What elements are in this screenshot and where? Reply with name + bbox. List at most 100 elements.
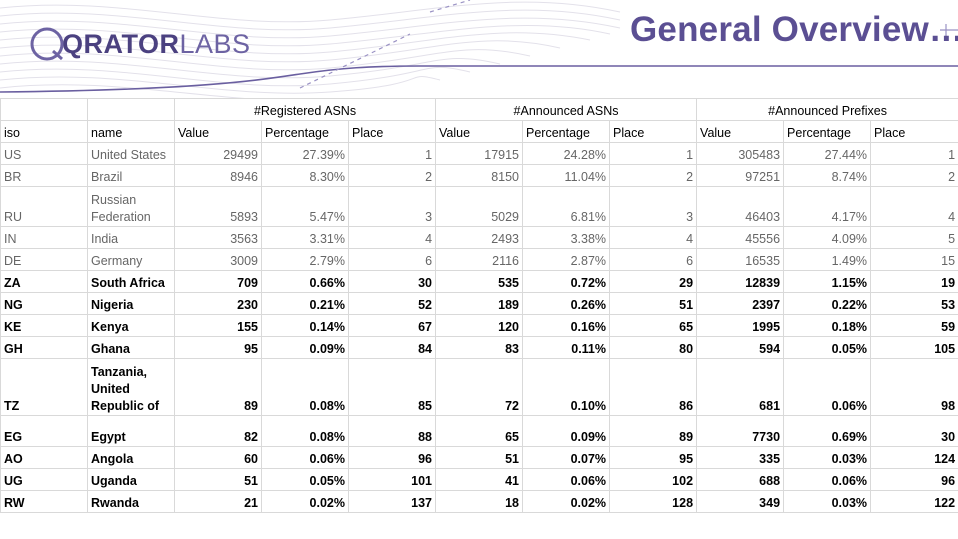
- value-cell: 122: [870, 490, 958, 513]
- value-cell: 120: [435, 314, 524, 337]
- table-row: ZA South Africa 709 0.66% 30 535 0.72% 29 12839 1…: [0, 270, 958, 293]
- value-cell: 96: [870, 468, 958, 491]
- value-cell: 80: [609, 336, 698, 359]
- value-cell: 18: [435, 490, 524, 513]
- value-cell: 12839: [696, 270, 785, 293]
- value-cell: 305483: [696, 142, 785, 165]
- value-cell: 0.66%: [261, 270, 349, 293]
- value-cell: 51: [435, 446, 524, 469]
- iso-cell: BR: [0, 164, 88, 187]
- value-cell: 0.14%: [261, 314, 349, 337]
- iso-cell: NG: [0, 292, 88, 315]
- table-row: EG Egypt 82 0.08% 88 65 0.09% 89 7730 0.69% 30: [0, 415, 958, 447]
- value-cell: 3: [347, 186, 437, 227]
- slide-header: QRATORLABS General Overview…: [0, 0, 958, 98]
- value-cell: 17915: [435, 142, 524, 165]
- column-header-value: Value: [174, 120, 262, 143]
- value-cell: 102: [609, 468, 698, 491]
- value-cell: 3563: [174, 226, 262, 249]
- group-header-registered-asns: #Registered ASNs: [173, 98, 437, 121]
- value-cell: 0.08%: [261, 415, 349, 447]
- value-cell: 189: [435, 292, 524, 315]
- value-cell: 6: [609, 248, 698, 271]
- column-header-iso: iso: [0, 120, 88, 143]
- country-name-cell: India: [87, 226, 175, 249]
- column-header-place: Place: [609, 120, 698, 143]
- country-name-cell: Nigeria: [87, 292, 175, 315]
- value-cell: 0.09%: [261, 336, 349, 359]
- value-cell: 89: [609, 415, 698, 447]
- iso-cell: TZ: [0, 358, 88, 416]
- country-name-cell: United States: [87, 142, 175, 165]
- value-cell: 7730: [696, 415, 785, 447]
- value-cell: 85: [347, 358, 437, 416]
- value-cell: 60: [174, 446, 262, 469]
- value-cell: 0.08%: [261, 358, 349, 416]
- value-cell: 0.18%: [783, 314, 872, 337]
- value-cell: 2: [609, 164, 698, 187]
- value-cell: 0.69%: [783, 415, 872, 447]
- value-cell: 0.02%: [522, 490, 611, 513]
- value-cell: 8.30%: [261, 164, 349, 187]
- value-cell: 97251: [696, 164, 785, 187]
- value-cell: 0.02%: [261, 490, 349, 513]
- country-name-cell: Tanzania, United Republic of: [87, 358, 175, 416]
- iso-cell: DE: [0, 248, 88, 271]
- value-cell: 45556: [696, 226, 785, 249]
- value-cell: 82: [174, 415, 262, 447]
- value-cell: 0.03%: [783, 490, 872, 513]
- header-wave-background: [0, 0, 958, 98]
- value-cell: 30: [870, 415, 958, 447]
- country-name-cell: Kenya: [87, 314, 175, 337]
- value-cell: 2397: [696, 292, 785, 315]
- group-header-announced-asns: #Announced ASNs: [435, 98, 698, 121]
- empty-header-cell: [0, 98, 88, 121]
- value-cell: 709: [174, 270, 262, 293]
- logo-light-text: LABS: [179, 28, 251, 59]
- value-cell: 5029: [435, 186, 524, 227]
- value-cell: 21: [174, 490, 262, 513]
- value-cell: 27.44%: [783, 142, 872, 165]
- value-cell: 3.38%: [522, 226, 611, 249]
- value-cell: 24.28%: [522, 142, 611, 165]
- value-cell: 3: [609, 186, 698, 227]
- column-header-value: Value: [435, 120, 524, 143]
- value-cell: 2493: [435, 226, 524, 249]
- iso-cell: ZA: [0, 270, 88, 293]
- value-cell: 128: [609, 490, 698, 513]
- country-name-cell: Ghana: [87, 336, 175, 359]
- column-header-percentage: Percentage: [261, 120, 349, 143]
- iso-cell: EG: [0, 415, 88, 447]
- column-header-place: Place: [870, 120, 958, 143]
- country-name-cell: South Africa: [87, 270, 175, 293]
- value-cell: 230: [174, 292, 262, 315]
- country-name-cell: Angola: [87, 446, 175, 469]
- value-cell: 19: [870, 270, 958, 293]
- column-header-row: iso name Value Percentage Place Value Percenta…: [0, 120, 958, 143]
- value-cell: 0.72%: [522, 270, 611, 293]
- asn-overview-table: #Registered ASNs #Announced ASNs #Announ…: [0, 98, 958, 513]
- value-cell: 3009: [174, 248, 262, 271]
- value-cell: 30: [347, 270, 437, 293]
- column-header-percentage: Percentage: [522, 120, 611, 143]
- table-row: GH Ghana 95 0.09% 84 83 0.11% 80 594 0.05% 105: [0, 336, 958, 359]
- value-cell: 0.06%: [261, 446, 349, 469]
- value-cell: 0.07%: [522, 446, 611, 469]
- country-name-cell: Uganda: [87, 468, 175, 491]
- value-cell: 8946: [174, 164, 262, 187]
- value-cell: 5.47%: [261, 186, 349, 227]
- value-cell: 29: [609, 270, 698, 293]
- table-row: UG Uganda 51 0.05% 101 41 0.06% 102 688 0.06% 96: [0, 468, 958, 491]
- value-cell: 51: [174, 468, 262, 491]
- value-cell: 41: [435, 468, 524, 491]
- value-cell: 0.16%: [522, 314, 611, 337]
- value-cell: 4.09%: [783, 226, 872, 249]
- value-cell: 0.05%: [783, 336, 872, 359]
- logo-wordmark: QRATORLABS: [62, 28, 251, 59]
- qrator-labs-logo: QRATORLABS: [28, 24, 251, 64]
- value-cell: 0.05%: [261, 468, 349, 491]
- iso-cell: RW: [0, 490, 88, 513]
- value-cell: 53: [870, 292, 958, 315]
- iso-cell: AO: [0, 446, 88, 469]
- value-cell: 137: [347, 490, 437, 513]
